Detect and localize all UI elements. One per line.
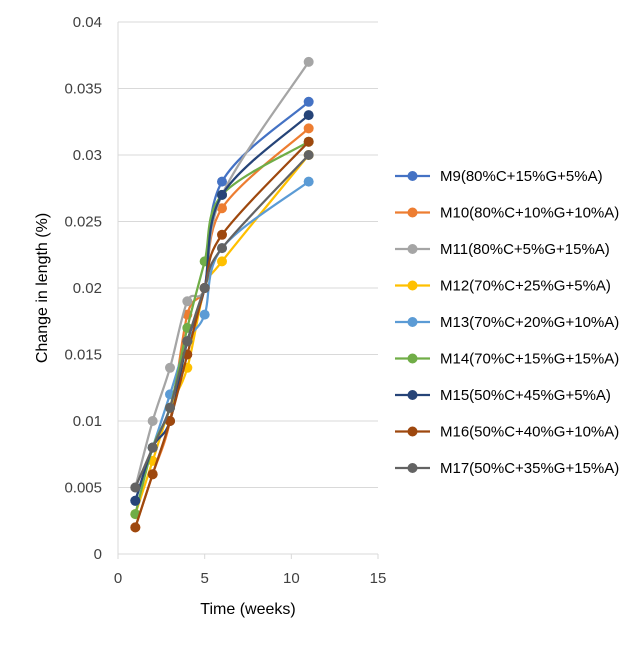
y-tick-label: 0	[94, 546, 102, 563]
legend-swatch-marker	[407, 244, 418, 254]
data-point	[147, 416, 158, 426]
data-point	[130, 482, 141, 493]
data-point	[217, 229, 227, 240]
data-point	[303, 123, 314, 134]
x-tick-label: 10	[283, 570, 300, 587]
data-point	[303, 56, 314, 67]
x-tick-label: 0	[114, 570, 122, 587]
legend-item: M14(70%C+15%G+15%A)	[395, 351, 619, 368]
data-point	[217, 256, 227, 267]
legend-swatch-marker	[407, 353, 418, 364]
y-tick-label: 0.03	[73, 147, 102, 164]
legend-swatch-marker	[407, 207, 418, 218]
data-point	[303, 176, 314, 187]
data-point	[217, 189, 227, 200]
data-point	[217, 203, 227, 214]
legend-label: M11(80%C+5%G+15%A)	[440, 241, 610, 258]
legend-item: M15(50%C+45%G+5%A)	[395, 387, 611, 404]
legend-item: M10(80%C+10%G+10%A)	[395, 205, 619, 222]
legend-label: M17(50%C+35%G+15%A)	[440, 460, 619, 477]
legend-label: M13(70%C+20%G+10%A)	[440, 314, 619, 331]
legend-label: M14(70%C+15%G+15%A)	[440, 351, 619, 368]
x-tick-label: 5	[200, 570, 208, 587]
y-tick-label: 0.015	[64, 347, 102, 364]
data-point	[217, 176, 227, 187]
data-point	[303, 110, 314, 121]
data-point	[147, 442, 158, 453]
legend: M9(80%C+15%G+5%A) M10(80%C+10%G+10%A) M11(…	[395, 168, 619, 477]
series-line	[134, 114, 310, 502]
legend-label: M15(50%C+45%G+5%A)	[440, 387, 611, 404]
data-point	[303, 96, 314, 107]
data-point	[182, 336, 193, 347]
y-tick-label: 0.04	[73, 14, 102, 31]
legend-swatch-marker	[407, 280, 418, 291]
legend-item: M16(50%C+40%G+10%A)	[395, 424, 619, 441]
legend-swatch-marker	[407, 426, 418, 437]
legend-item: M11(80%C+5%G+15%A)	[395, 241, 610, 258]
legend-label: M12(70%C+25%G+5%A)	[440, 278, 611, 295]
data-point	[303, 150, 314, 160]
data-point	[217, 243, 227, 254]
data-point	[199, 309, 210, 320]
data-point	[130, 522, 141, 533]
legend-item: M17(50%C+35%G+15%A)	[395, 460, 619, 477]
y-axis-title: Change in length (%)	[34, 213, 51, 363]
data-point	[199, 283, 210, 293]
legend-label: M16(50%C+40%G+10%A)	[440, 424, 619, 441]
y-tick-label: 0.035	[64, 81, 102, 98]
data-point	[147, 469, 158, 480]
series-group	[130, 56, 314, 533]
legend-item: M9(80%C+15%G+5%A)	[395, 168, 603, 185]
tick-labels: 0 0.005 0.01 0.015 0.02 0.025 0.03 0.035 0.04 0 5 1…	[64, 14, 386, 587]
legend-label: M10(80%C+10%G+10%A)	[440, 205, 619, 222]
series-3	[130, 56, 314, 493]
x-axis-title: Time (weeks)	[200, 601, 295, 618]
data-point	[303, 136, 314, 147]
legend-item: M13(70%C+20%G+10%A)	[395, 314, 619, 331]
y-tick-label: 0.01	[73, 413, 102, 430]
legend-swatch-marker	[407, 463, 418, 473]
legend-swatch-marker	[407, 390, 418, 400]
data-point	[130, 495, 141, 506]
data-point	[182, 296, 193, 307]
axes	[117, 22, 379, 559]
data-point	[165, 402, 175, 413]
legend-item: M12(70%C+25%G+5%A)	[395, 278, 611, 295]
x-tick-label: 15	[370, 570, 387, 587]
y-tick-label: 0.025	[64, 214, 102, 231]
gridlines	[118, 21, 378, 488]
y-tick-label: 0.005	[64, 480, 102, 497]
legend-swatch-marker	[407, 317, 418, 327]
data-point	[165, 362, 175, 373]
series-9	[130, 150, 314, 493]
series-line	[134, 100, 310, 502]
y-tick-label: 0.02	[73, 280, 102, 297]
data-point	[165, 416, 175, 426]
legend-swatch-marker	[407, 171, 418, 181]
legend-label: M9(80%C+15%G+5%A)	[440, 168, 603, 185]
